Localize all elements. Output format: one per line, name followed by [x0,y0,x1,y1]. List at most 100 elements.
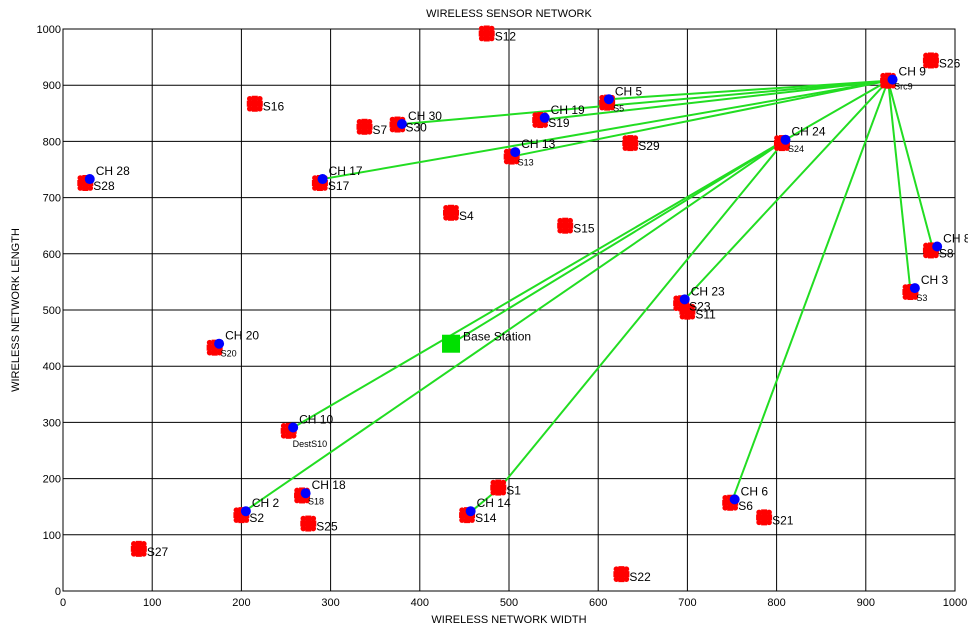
cluster-head-marker [510,147,521,158]
sensor-marker-lobe [322,185,328,191]
sensor-marker-lobe [459,507,465,513]
y-tick-label: 500 [43,305,61,317]
sensor-label: S30 [406,121,428,135]
sensor-marker-lobe [722,494,729,501]
sensor-marker-lobe [310,525,317,532]
sensor-marker-lobe [131,541,137,547]
x-axis-title: WIRELESS NETWORK WIDTH [431,614,586,626]
cluster-head-marker [932,241,943,252]
y-tick-label: 900 [43,80,61,92]
y-tick-label: 100 [43,530,61,542]
sensor-marker-lobe [478,25,485,32]
sensor-label: S16 [263,100,285,114]
sensor-marker-lobe [294,487,300,494]
cluster-head-label: CH 13 [521,137,555,151]
sensor-marker-lobe [280,433,287,439]
sensor-marker-lobe [141,541,147,547]
chart-title: WIRELESS SENSOR NETWORK [426,8,592,20]
sensor-label: S25 [316,520,338,534]
sensor-marker-lobe [732,504,739,511]
link-line [511,79,889,158]
cluster-head-label: CH 10 [299,412,333,426]
x-tick-label: 500 [500,597,518,609]
sensor-marker [622,135,639,152]
sensor-marker-lobe [310,515,317,522]
sensor-marker-lobe [87,185,94,191]
cluster-head-label: CH 18 [312,478,346,492]
sensor-marker-lobe [532,122,539,128]
sensor-marker-bar-v [761,509,768,526]
x-tick-label: 0 [60,597,66,609]
link-line [289,138,787,431]
cluster-head-label: CH 2 [252,496,280,510]
sensor-marker [922,52,939,69]
sensor-label: S11 [695,308,716,322]
sensor-marker [902,284,919,301]
cluster-head-label: CH 6 [741,484,769,498]
sensor-marker-lobe [880,82,886,89]
cluster-head-label: CH 17 [329,164,363,178]
sensor-marker-lobe [356,128,363,135]
sensor-marker-lobe [689,313,696,320]
sensor-marker-lobe [766,509,772,516]
sensor-label: S26 [939,56,961,70]
sensor-marker-lobe [774,135,780,141]
sensor-marker-bar-v [627,135,634,152]
sensor-marker-lobe [784,145,790,151]
sensor-label-small: S13 [518,158,534,168]
sensor-marker-bar-v [927,242,934,259]
sensor-marker-lobe [683,305,689,312]
sensor-marker-lobe [689,303,696,310]
cluster-head-marker [300,488,311,499]
cluster-head-label: CH 9 [899,65,927,79]
link-line [450,138,787,345]
sensor-label-small: Src9 [894,82,913,92]
sensor-marker-lobe [478,35,485,42]
link-line [887,80,912,291]
sensor-label: S21 [772,513,794,527]
y-tick-label: 1000 [37,24,61,36]
sensor-marker-lobe [77,185,84,191]
sensor-marker-lobe [233,507,240,513]
cluster-head-marker [603,94,614,105]
cluster-head-label: CH 24 [792,125,826,139]
sensor-label: S6 [738,499,753,513]
sensor-marker-lobe [622,145,629,151]
x-tick-label: 200 [232,597,250,609]
sensor-marker [130,540,147,557]
sensor-marker-lobe [304,497,310,504]
cluster-head-label: CH 30 [408,109,442,123]
sensor-marker-lobe [503,158,510,165]
cluster-head-marker [780,134,791,145]
sensor-marker-lobe [300,515,307,522]
sensor-label: S4 [459,209,474,223]
sensor-marker-lobe [679,313,686,320]
sensor-marker-lobe [503,148,510,155]
cluster-head-marker [729,494,740,505]
sensor-marker-lobe [923,242,929,249]
sensor-marker-lobe [453,214,459,221]
sensor-marker-lobe [490,479,497,486]
sensor-marker-bar-v [495,479,502,496]
sensor-marker-lobe [233,517,240,523]
cluster-head-marker [288,422,299,433]
sensor-label: S22 [629,570,651,584]
grid-lines [63,29,955,591]
sensor-marker-lobe [599,104,605,111]
sensor-marker-lobe [632,145,639,151]
y-tick-labels: 0 100 200 300 400 500 600 700 800 900 1000 [37,24,61,598]
sensor-marker-bar-v [251,95,258,112]
x-tick-label: 800 [767,597,785,609]
cluster-head-marker [396,118,407,129]
sensor-label: S19 [548,116,570,130]
sensor-label: S8 [939,246,954,260]
sensor-marker-bar-v [907,284,914,301]
cluster-head-marker [317,174,328,185]
cluster-head-label: CH 23 [691,284,725,298]
sensor-marker-bar-v [618,566,625,583]
sensor-marker [300,515,317,532]
sensor-label: S12 [495,29,517,43]
sensor-marker-lobe [880,72,886,79]
cluster-head-marker [240,506,251,517]
